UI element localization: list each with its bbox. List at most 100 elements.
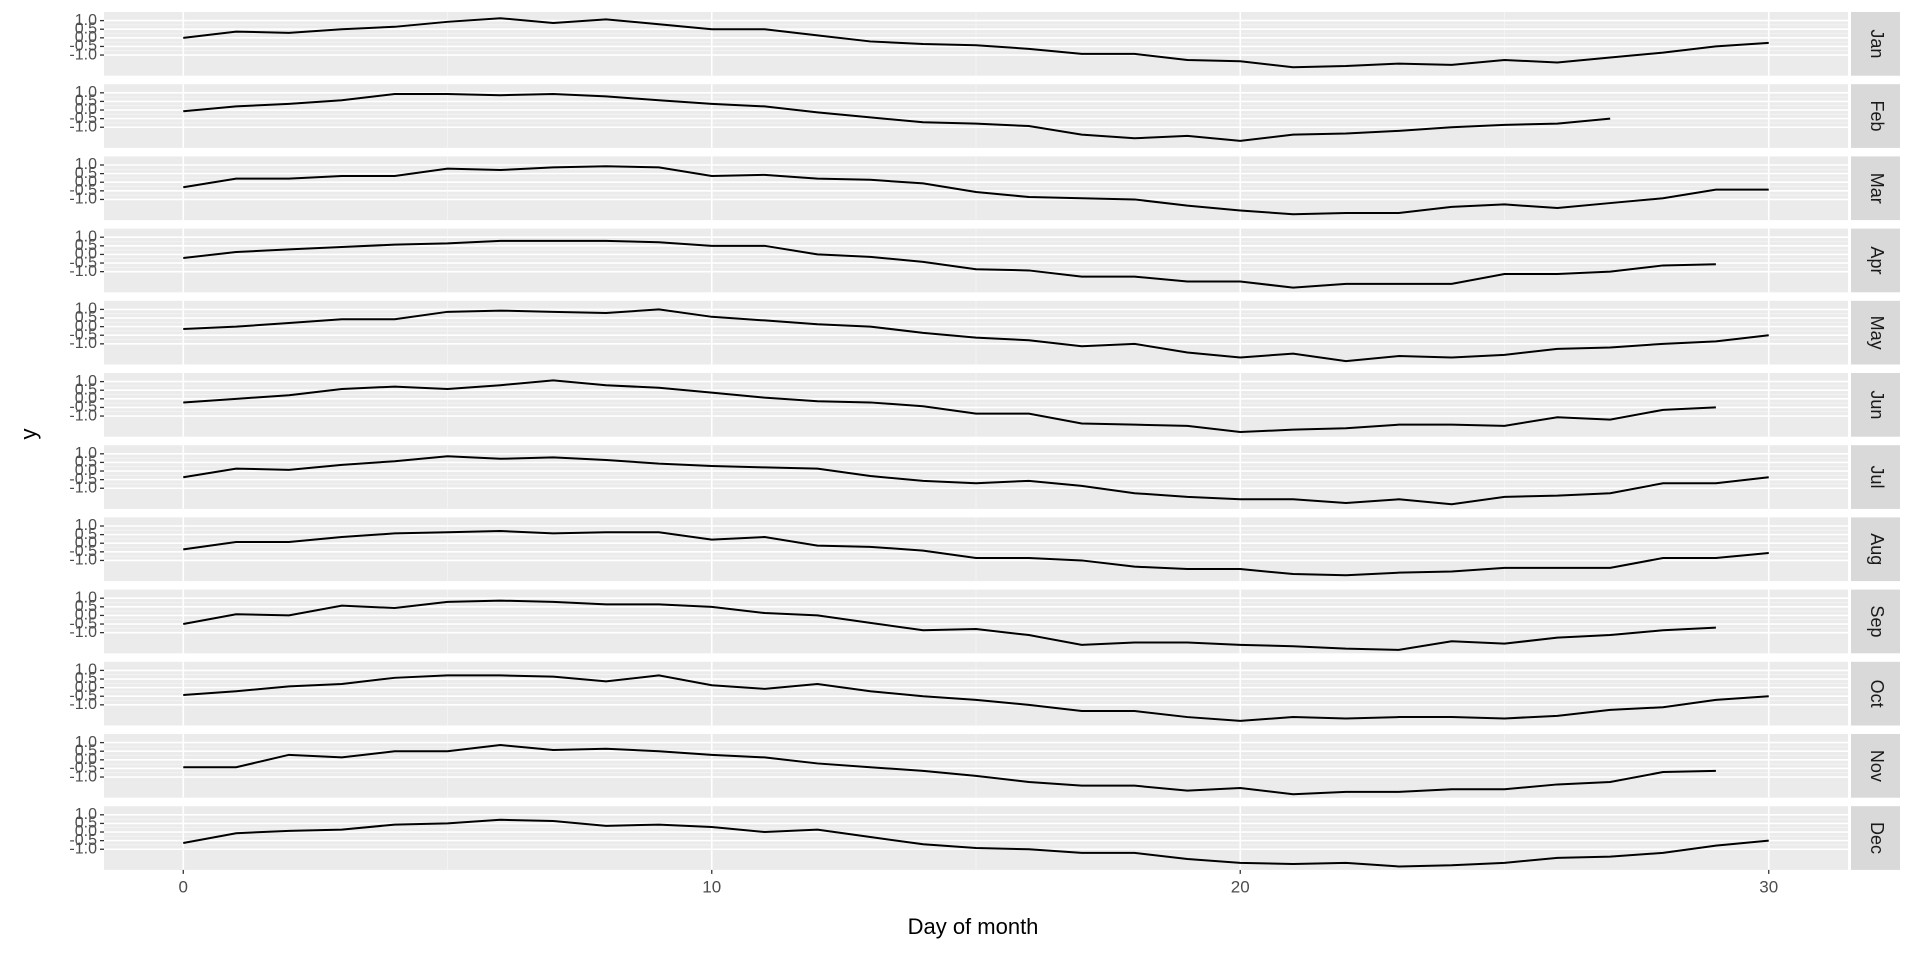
strip (1851, 806, 1900, 870)
y-tick-label: 0.0 (75, 390, 97, 407)
y-tick-label: 0.0 (75, 607, 97, 624)
y-tick-label: 0.5 (75, 93, 97, 110)
strip (1851, 228, 1900, 293)
strip-label: Apr (1867, 246, 1887, 274)
y-tick-label: 0.5 (75, 598, 97, 615)
y-tick-label: -1.0 (69, 840, 97, 857)
strip (1851, 300, 1900, 365)
y-tick-label: 0.5 (75, 815, 97, 832)
line (183, 674, 1769, 722)
y-tick-label: 1.0 (75, 84, 97, 101)
y-tick-label: 0.5 (75, 309, 97, 326)
y-tick-label: -1.0 (69, 768, 97, 785)
y-tick-label: -1.0 (69, 335, 97, 352)
line (183, 17, 1769, 69)
y-tick-label: 0.5 (75, 454, 97, 471)
y-tick-label: -0.5 (69, 615, 97, 632)
y-tick-label: 1.0 (75, 734, 97, 751)
strip (1851, 156, 1900, 221)
strip-label: Jul (1867, 466, 1887, 489)
strip-label: Jan (1867, 29, 1887, 58)
x-tick-label: 30 (1759, 877, 1778, 896)
x-tick-label: 20 (1231, 877, 1250, 896)
y-tick-label: -0.5 (69, 832, 97, 849)
line (183, 93, 1611, 142)
strip-label: Feb (1867, 101, 1887, 132)
y-tick-label: 1.0 (75, 12, 97, 29)
y-tick-label: 0.0 (75, 173, 97, 190)
y-tick-label: 0.5 (75, 237, 97, 254)
strip (1851, 445, 1900, 509)
y-tick-label: 0.0 (75, 679, 97, 696)
y-tick-label: -1.0 (69, 118, 97, 135)
line (183, 818, 1769, 868)
y-tick-label: 0.5 (75, 526, 97, 543)
x-tick-label: 0 (179, 877, 188, 896)
line (183, 744, 1716, 796)
y-tick-label: -1.0 (69, 407, 97, 424)
line (183, 529, 1769, 577)
y-tick-label: 1.0 (75, 301, 97, 318)
strip-label: Dec (1867, 822, 1887, 854)
y-tick-label: 1.0 (75, 517, 97, 534)
line (183, 599, 1716, 651)
line (183, 455, 1769, 506)
y-tick-label: -1.0 (69, 552, 97, 569)
y-tick-label: -1.0 (69, 479, 97, 496)
y-tick-label: 1.0 (75, 156, 97, 173)
strip-label: May (1867, 316, 1887, 350)
y-tick-label: -0.5 (69, 110, 97, 127)
y-axis-title: y (16, 429, 41, 440)
y-tick-label: 0.5 (75, 742, 97, 759)
y-tick-label: 1.0 (75, 662, 97, 679)
strip-label: Jun (1867, 390, 1887, 419)
strip (1851, 373, 1900, 437)
y-tick-label: 1.0 (75, 806, 97, 823)
y-tick-label: -0.5 (69, 399, 97, 416)
y-tick-label: 0.0 (75, 29, 97, 46)
y-tick-label: -0.5 (69, 760, 97, 777)
strip (1851, 734, 1900, 798)
strip (1851, 12, 1900, 76)
y-tick-label: -1.0 (69, 696, 97, 713)
strip-label: Sep (1867, 605, 1887, 637)
y-tick-label: 0.5 (75, 20, 97, 37)
y-tick-label: -1.0 (69, 624, 97, 641)
line (183, 308, 1769, 363)
y-tick-label: 0.0 (75, 101, 97, 118)
y-tick-label: 0.0 (75, 534, 97, 551)
y-tick-label: -0.5 (69, 326, 97, 343)
y-tick-label: -0.5 (69, 182, 97, 199)
y-tick-label: -1.0 (69, 46, 97, 63)
strip-label: Nov (1867, 750, 1887, 782)
y-tick-label: 0.5 (75, 165, 97, 182)
line (183, 239, 1716, 289)
x-axis-title: Day of month (908, 914, 1039, 939)
y-tick-label: 0.0 (75, 823, 97, 840)
y-tick-label: -1.0 (69, 191, 97, 208)
y-tick-label: 0.5 (75, 670, 97, 687)
y-tick-label: 0.0 (75, 246, 97, 263)
y-tick-label: 1.0 (75, 589, 97, 606)
y-tick-label: 1.0 (75, 445, 97, 462)
y-tick-label: 0.0 (75, 751, 97, 768)
y-tick-label: 1.0 (75, 373, 97, 390)
y-tick-label: -0.5 (69, 38, 97, 55)
y-tick-label: -0.5 (69, 543, 97, 560)
strip-label: Aug (1867, 533, 1887, 565)
strip (1851, 84, 1900, 148)
y-tick-label: 1.0 (75, 228, 97, 245)
y-tick-label: -0.5 (69, 471, 97, 488)
strip-label: Mar (1867, 173, 1887, 204)
line (183, 379, 1716, 434)
y-tick-label: 0.0 (75, 318, 97, 335)
y-tick-label: 0.5 (75, 381, 97, 398)
line (183, 165, 1769, 216)
x-tick-label: 10 (702, 877, 721, 896)
strip (1851, 661, 1900, 726)
strip (1851, 517, 1900, 582)
y-tick-label: -0.5 (69, 254, 97, 271)
strip-label: Oct (1867, 680, 1887, 708)
y-tick-label: -0.5 (69, 687, 97, 704)
